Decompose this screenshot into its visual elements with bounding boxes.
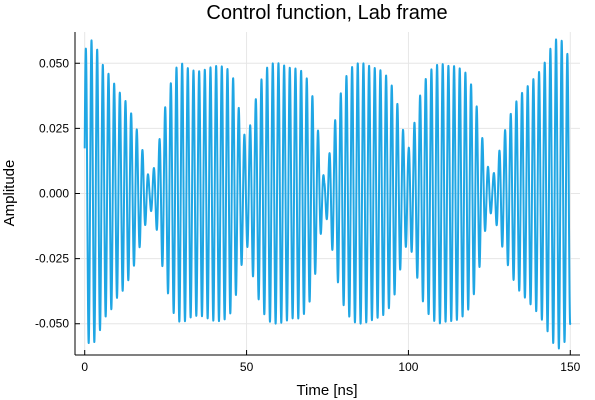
series-line: [83, 38, 572, 350]
x-tick-label: 100: [398, 360, 418, 374]
x-tick-label: 50: [240, 360, 254, 374]
x-axis-label: Time [ns]: [296, 382, 357, 399]
tick-labels: 0 50 100 150 0.050 0.025 0.000 -0.025 -0.050: [35, 56, 581, 374]
y-tick-label: -0.025: [35, 252, 69, 266]
y-tick-label: -0.050: [35, 317, 69, 331]
y-tick-label: 0.025: [39, 121, 69, 135]
x-tick-label: 150: [560, 360, 580, 374]
chart-title: Control function, Lab frame: [206, 2, 447, 24]
y-tick-label: 0.050: [39, 56, 69, 70]
grid: [75, 32, 580, 355]
y-tick-label: 0.000: [39, 187, 69, 201]
y-axis-label: Amplitude: [1, 160, 18, 227]
tick-marks: [75, 62, 571, 355]
x-tick-label: 0: [81, 360, 88, 374]
